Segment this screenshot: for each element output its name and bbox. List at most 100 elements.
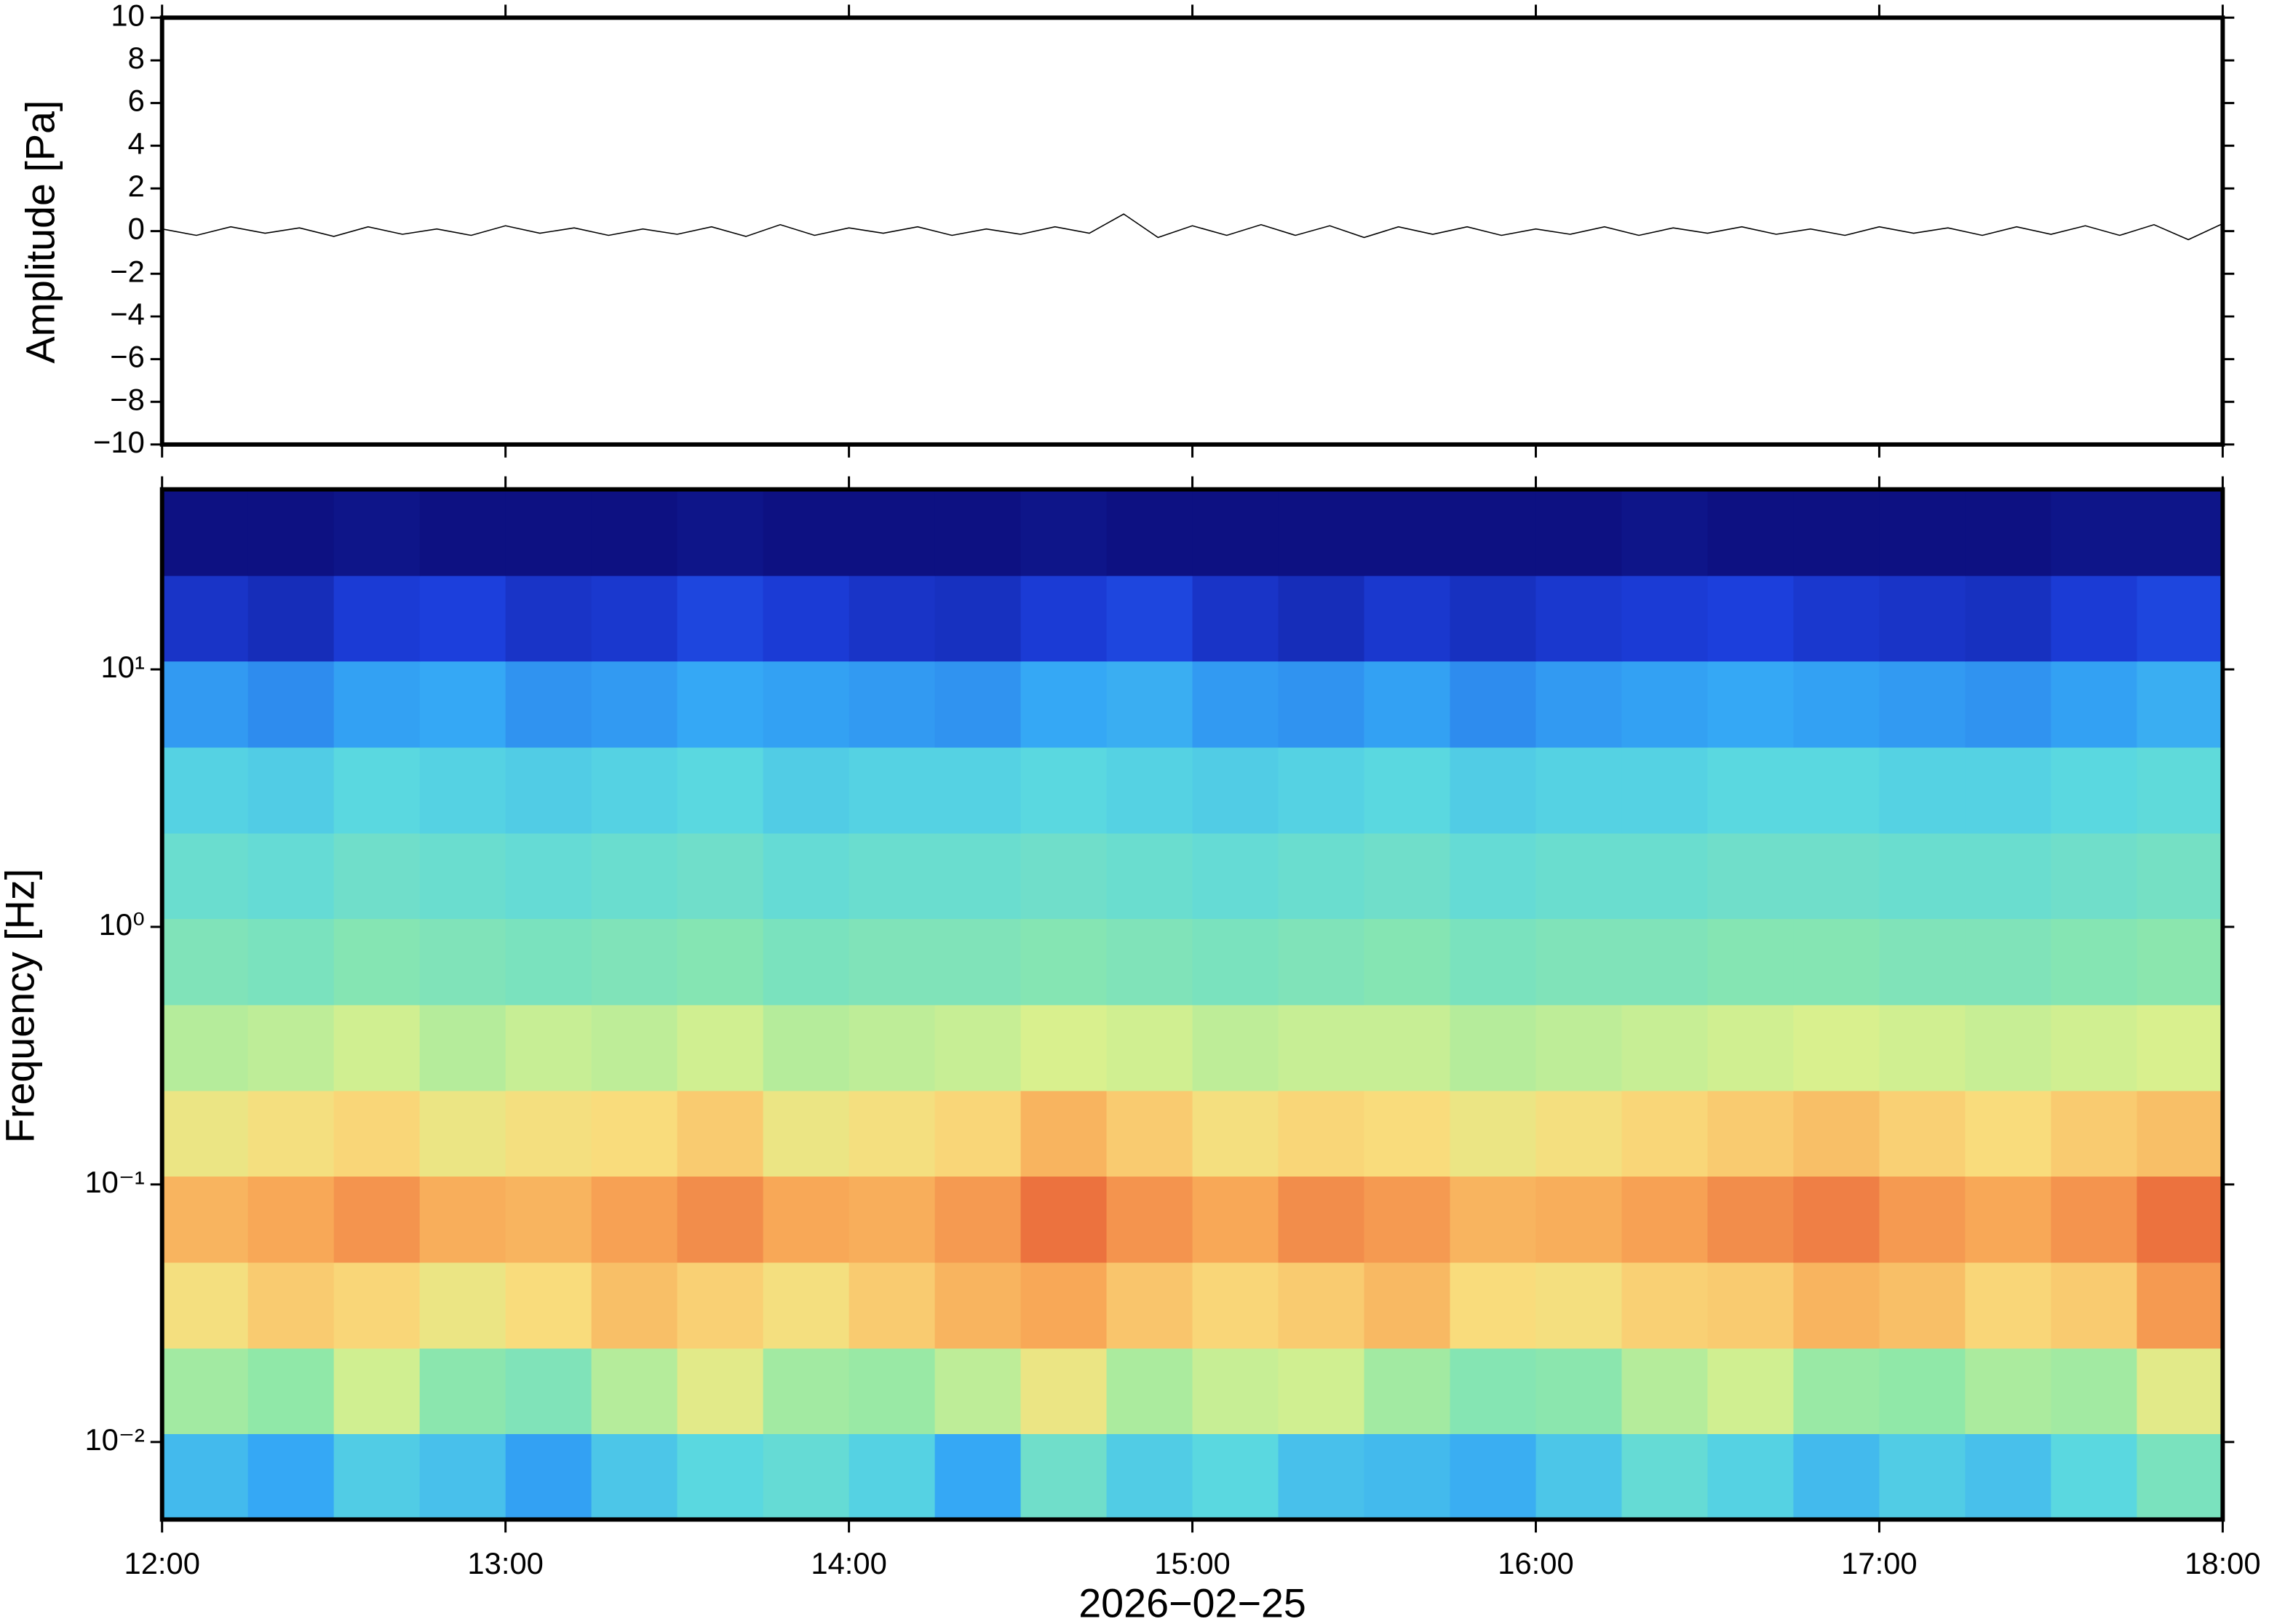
spectrogram-cell [1192, 747, 1279, 834]
spectrogram-cell [419, 661, 506, 748]
spectrogram-cell [677, 1176, 764, 1263]
spectrogram-cell [677, 1433, 764, 1521]
spectrogram-cell [333, 1004, 421, 1091]
spectrogram-cell [1879, 1433, 1966, 1521]
spectrogram-cell [1535, 1176, 1623, 1263]
spectrogram-cell [763, 1433, 850, 1521]
spectrogram-cell [247, 1433, 335, 1521]
spectrogram-cell [1192, 661, 1279, 748]
spectrogram-cell [1192, 1176, 1279, 1263]
spectrogram-cell [849, 661, 936, 748]
y-tick-label: 10¹ [101, 650, 145, 684]
spectrogram-cell [2137, 575, 2224, 662]
y-tick-label: 10⁻¹ [84, 1165, 144, 1199]
spectrogram-cell [505, 1004, 592, 1091]
spectrogram-cell [591, 1262, 678, 1349]
spectrogram-cell [1707, 1433, 1795, 1521]
spectrogram-cell [1106, 1176, 1193, 1263]
waveform [162, 213, 2223, 241]
spectrogram-cell [934, 661, 1022, 748]
spectrogram-cell [333, 747, 421, 834]
spectrogram-cell [849, 1176, 936, 1263]
spectrogram-cell [2051, 1433, 2138, 1521]
spectrogram-cell [1965, 1090, 2052, 1177]
spectrogram-cell [162, 661, 249, 748]
spectrogram-cell [2051, 489, 2138, 576]
spectrogram-cell [1707, 661, 1795, 748]
spectrogram-cell [333, 1176, 421, 1263]
spectrogram-cell [677, 747, 764, 834]
spectrogram-cell [2051, 1176, 2138, 1263]
spectrogram-cell [1965, 1262, 2052, 1349]
spectrogram-cell [677, 489, 764, 576]
spectrogram-cell [677, 1348, 764, 1434]
spectrogram-cell [419, 747, 506, 834]
spectrogram-cell [1621, 1090, 1709, 1177]
spectrogram-cell [763, 832, 850, 920]
spectrogram-cell [1965, 1004, 2052, 1091]
spectrogram-cell [247, 832, 335, 920]
spectrogram-cell [1364, 1090, 1451, 1177]
y-axis-label: Frequency [Hz] [0, 869, 43, 1143]
spectrogram-cell [162, 1004, 249, 1091]
spectrogram-cell [1020, 832, 1108, 920]
spectrogram-cell [1364, 661, 1451, 748]
spectrogram-cell [333, 1433, 421, 1521]
spectrogram-cell [849, 1090, 936, 1177]
spectrogram-cell [934, 1004, 1022, 1091]
spectrogram-cell [1793, 918, 1880, 1006]
spectrogram-cell [1450, 1348, 1537, 1434]
spectrogram-cell [849, 1433, 936, 1521]
spectrogram-cell [1106, 489, 1193, 576]
y-axis-label: Amplitude [Pa] [17, 100, 63, 364]
spectrogram-cell [1450, 918, 1537, 1006]
spectrogram-cell [849, 918, 936, 1006]
spectrogram-cell [849, 1262, 936, 1349]
spectrogram-cell [591, 1176, 678, 1263]
spectrogram-cell [1020, 1004, 1108, 1091]
spectrogram-cell [247, 575, 335, 662]
spectrogram-cell [247, 1262, 335, 1349]
spectrogram-cell [247, 489, 335, 576]
spectrogram-cell [763, 1262, 850, 1349]
spectrogram-cell [162, 1090, 249, 1177]
spectrogram-cell [1106, 575, 1193, 662]
spectrogram-cell [1364, 1262, 1451, 1349]
spectrogram-cell [162, 918, 249, 1006]
spectrogram-cell [2137, 918, 2224, 1006]
spectrogram-cell [1106, 747, 1193, 834]
y-tick-label: 0 [128, 212, 145, 246]
spectrogram-cell [1364, 918, 1451, 1006]
spectrogram-cell [1793, 1262, 1880, 1349]
spectrogram-cell [2137, 747, 2224, 834]
spectrogram-cell [1364, 1433, 1451, 1521]
spectrogram-cell [419, 918, 506, 1006]
spectrogram-cell [333, 1348, 421, 1434]
spectrogram-cell [505, 661, 592, 748]
spectrogram-cell [333, 489, 421, 576]
spectrogram-cell [1450, 1262, 1537, 1349]
x-tick-label: 16:00 [1498, 1546, 1573, 1580]
spectrogram-cell [763, 1090, 850, 1177]
x-tick-label: 18:00 [2185, 1546, 2260, 1580]
spectrogram-cell [1707, 1090, 1795, 1177]
x-tick-label: 17:00 [1841, 1546, 1917, 1580]
spectrogram-cell [419, 1262, 506, 1349]
spectrogram-cell [1450, 661, 1537, 748]
spectrogram-cell [677, 1004, 764, 1091]
spectrogram-cell [1106, 832, 1193, 920]
spectrogram-cell [333, 1090, 421, 1177]
spectrogram-cell [1965, 661, 2052, 748]
spectrogram-cell [1707, 1004, 1795, 1091]
y-tick-label: −6 [110, 340, 145, 374]
spectrogram-cell [849, 489, 936, 576]
spectrogram-cell [934, 1348, 1022, 1434]
spectrogram-cell [1535, 661, 1623, 748]
spectrogram-cell [849, 832, 936, 920]
spectrogram-cell [2137, 1348, 2224, 1434]
spectrogram-cell [934, 1433, 1022, 1521]
spectrogram-cell [1020, 1090, 1108, 1177]
spectrogram-cell [1450, 832, 1537, 920]
spectrogram-cell [1879, 661, 1966, 748]
